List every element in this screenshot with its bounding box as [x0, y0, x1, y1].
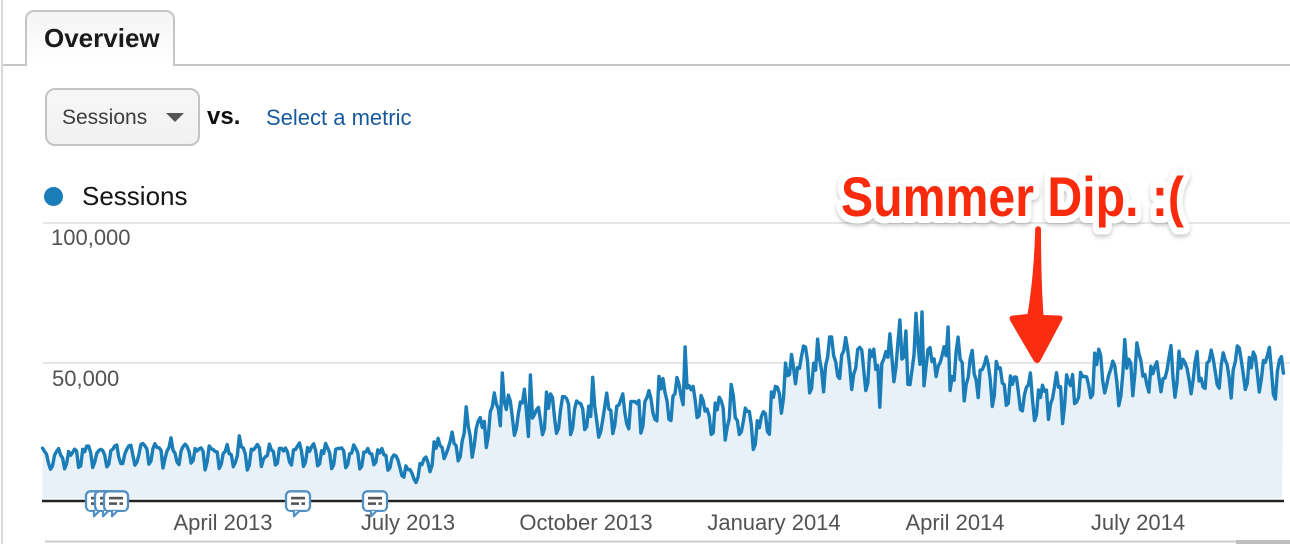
svg-text:Summer Dip. :(: Summer Dip. :(: [841, 165, 1184, 228]
